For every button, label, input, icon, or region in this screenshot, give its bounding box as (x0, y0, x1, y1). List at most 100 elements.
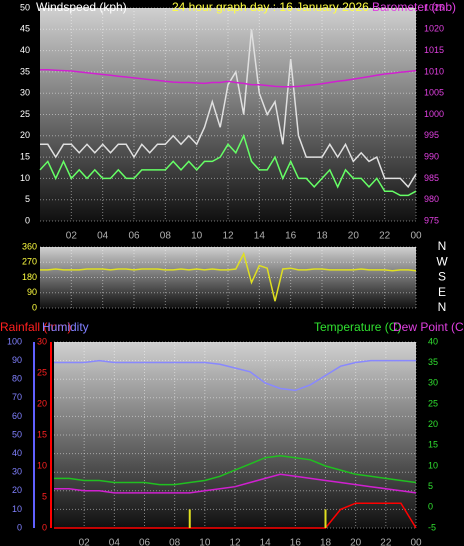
y-tick-label: 35 (20, 66, 30, 76)
y-tick-label: 0 (25, 215, 30, 225)
x-tick-label: 08 (169, 538, 181, 546)
y-tick-label: 90 (27, 287, 37, 297)
y2-tick-label: 1020 (424, 24, 444, 34)
y2-tick-label: -5 (428, 522, 436, 532)
x-tick-label: 02 (66, 231, 78, 242)
x-tick-label: 18 (320, 538, 332, 546)
y2-tick-label: N (438, 239, 447, 253)
plot-area (40, 8, 416, 221)
series-line (39, 133, 417, 197)
y-tick-label: 0 (17, 522, 22, 532)
y2-tick-label: 985 (424, 173, 439, 183)
series-line (54, 502, 417, 529)
x-tick-label: 20 (350, 538, 362, 546)
bar (188, 509, 191, 528)
series-line (54, 473, 417, 494)
y-tick-label: 50 (20, 2, 30, 12)
chart-title: 24 hour graph day : 16 January 2026 (172, 0, 369, 14)
y3-tick-label: 10 (37, 460, 47, 470)
x-tick-label: 10 (191, 231, 203, 242)
y-tick-label: 0 (32, 302, 37, 312)
x-tick-label: 08 (160, 231, 172, 242)
y2-axis-label: Barometer (mb) (372, 0, 456, 14)
y-tick-label: 15 (20, 151, 30, 161)
y-tick-label: 360 (22, 241, 37, 251)
y2-tick-label: 15 (428, 440, 438, 450)
y2-tick-label: W (436, 254, 448, 268)
y3-tick-label: 0 (42, 522, 47, 532)
y2-tick-label: 995 (424, 130, 439, 140)
y-tick-label: 25 (20, 109, 30, 119)
series-line (54, 359, 416, 392)
series-line (40, 29, 417, 189)
y3-tick-label: 30 (37, 336, 47, 346)
plot-area (40, 247, 416, 308)
x-tick-label: 06 (139, 538, 151, 546)
y2-tick-label: 1010 (424, 66, 444, 76)
y2-tick-label: 1025 (424, 2, 444, 12)
y-tick-label: 50 (12, 429, 22, 439)
y-tick-label: 270 (22, 257, 37, 267)
y-tick-label: 80 (12, 374, 22, 384)
y2-tick-label: 980 (424, 194, 439, 204)
y3-tick-label: 15 (37, 429, 47, 439)
y2-tick-label: E (438, 285, 446, 299)
y-tick-label: 30 (12, 467, 22, 477)
x-tick-label: 12 (229, 538, 241, 546)
bar (324, 509, 327, 528)
x-tick-label: 12 (222, 231, 234, 242)
x-tick-label: 00 (410, 538, 422, 546)
y2-tick-label: 30 (428, 378, 438, 388)
y2-tick-label: 20 (428, 419, 438, 429)
x-tick-label: 14 (254, 231, 266, 242)
x-tick-label: 00 (410, 231, 422, 242)
y-tick-label: 100 (7, 336, 22, 346)
y2-tick-label: 990 (424, 151, 439, 161)
y3-tick-label: 5 (42, 491, 47, 501)
y2-tick-label: 25 (428, 398, 438, 408)
plot-area (54, 342, 416, 528)
y2-tick-label: S (438, 270, 446, 284)
x-tick-label: 10 (199, 538, 211, 546)
y2-tick-label: 1005 (424, 88, 444, 98)
y-tick-label: 70 (12, 392, 22, 402)
y-tick-label: 5 (25, 194, 30, 204)
y2-tick-label: 1000 (424, 109, 444, 119)
y2-tick-label: 1015 (424, 45, 444, 55)
x-tick-label: 06 (128, 231, 140, 242)
y-tick-label: 10 (12, 504, 22, 514)
y2-tick-label: 10 (428, 460, 438, 470)
x-tick-label: 20 (348, 231, 360, 242)
y2-axis-label: Temperature (C) (314, 320, 401, 334)
x-tick-label: 02 (79, 538, 91, 546)
x-tick-label: 14 (260, 538, 272, 546)
y3-tick-label: 20 (37, 398, 47, 408)
x-tick-label: 22 (380, 538, 392, 546)
x-tick-label: 16 (290, 538, 302, 546)
x-tick-label: 04 (97, 231, 109, 242)
y-tick-label: 20 (12, 485, 22, 495)
y2-tick-label: 975 (424, 215, 439, 225)
series-line (40, 69, 417, 88)
y2-tick-label: 0 (428, 502, 433, 512)
y2-tick-label: 40 (428, 336, 438, 346)
y-tick-label: 20 (20, 130, 30, 140)
y-tick-label: 10 (20, 173, 30, 183)
x-tick-label: 22 (379, 231, 391, 242)
series-line (40, 251, 417, 302)
x-tick-label: 04 (109, 538, 121, 546)
y-tick-label: 60 (12, 411, 22, 421)
y-tick-label: 40 (20, 45, 30, 55)
x-tick-label: 18 (316, 231, 328, 242)
y-tick-label: 90 (12, 355, 22, 365)
y-tick-label: 30 (20, 88, 30, 98)
y2-tick-label: 35 (428, 357, 438, 367)
y-tick-label: 40 (12, 448, 22, 458)
x-tick-label: 16 (285, 231, 297, 242)
y-tick-label: 180 (22, 272, 37, 282)
y2-axis-label: Dew Point (C) (393, 320, 464, 334)
y3-axis-label: Rainfall (mm) (0, 320, 71, 334)
y2-tick-label: 5 (428, 481, 433, 491)
y3-tick-label: 25 (37, 367, 47, 377)
